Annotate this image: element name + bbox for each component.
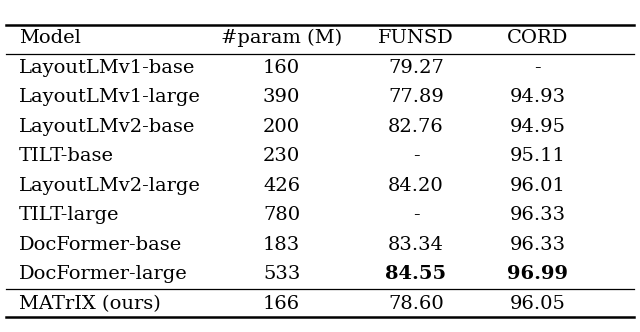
Text: 96.33: 96.33: [509, 236, 566, 254]
Text: 77.89: 77.89: [388, 88, 444, 106]
Text: LayoutLMv1-base: LayoutLMv1-base: [19, 58, 196, 77]
Text: 83.34: 83.34: [388, 236, 444, 254]
Text: TILT-large: TILT-large: [19, 206, 120, 224]
Text: 183: 183: [263, 236, 300, 254]
Text: -: -: [534, 58, 541, 77]
Text: 84.20: 84.20: [388, 177, 444, 195]
Text: LayoutLMv2-base: LayoutLMv2-base: [19, 118, 196, 136]
Text: 533: 533: [263, 265, 300, 284]
Text: 200: 200: [263, 118, 300, 136]
Text: 780: 780: [263, 206, 300, 224]
Text: DocFormer-large: DocFormer-large: [19, 265, 188, 284]
Text: 94.93: 94.93: [509, 88, 566, 106]
Text: #param (M): #param (M): [221, 29, 342, 47]
Text: 96.01: 96.01: [509, 177, 566, 195]
Text: 78.60: 78.60: [388, 295, 444, 313]
Text: MATrIX (ours): MATrIX (ours): [19, 295, 161, 313]
Text: FUNSD: FUNSD: [378, 29, 454, 47]
Text: 426: 426: [263, 177, 300, 195]
Text: 96.05: 96.05: [509, 295, 566, 313]
Text: CORD: CORD: [507, 29, 568, 47]
Text: 94.95: 94.95: [509, 118, 566, 136]
Text: 230: 230: [263, 147, 300, 165]
Text: 84.55: 84.55: [385, 265, 447, 284]
Text: 160: 160: [263, 58, 300, 77]
Text: DocFormer-base: DocFormer-base: [19, 236, 182, 254]
Text: -: -: [413, 206, 419, 224]
Text: 96.33: 96.33: [509, 206, 566, 224]
Text: -: -: [413, 147, 419, 165]
Text: TILT-base: TILT-base: [19, 147, 114, 165]
Text: 82.76: 82.76: [388, 118, 444, 136]
Text: 95.11: 95.11: [509, 147, 566, 165]
Text: 96.99: 96.99: [507, 265, 568, 284]
Text: 166: 166: [263, 295, 300, 313]
Text: 390: 390: [263, 88, 300, 106]
Text: LayoutLMv2-large: LayoutLMv2-large: [19, 177, 201, 195]
Text: Model: Model: [19, 29, 81, 47]
Text: LayoutLMv1-large: LayoutLMv1-large: [19, 88, 201, 106]
Text: 79.27: 79.27: [388, 58, 444, 77]
